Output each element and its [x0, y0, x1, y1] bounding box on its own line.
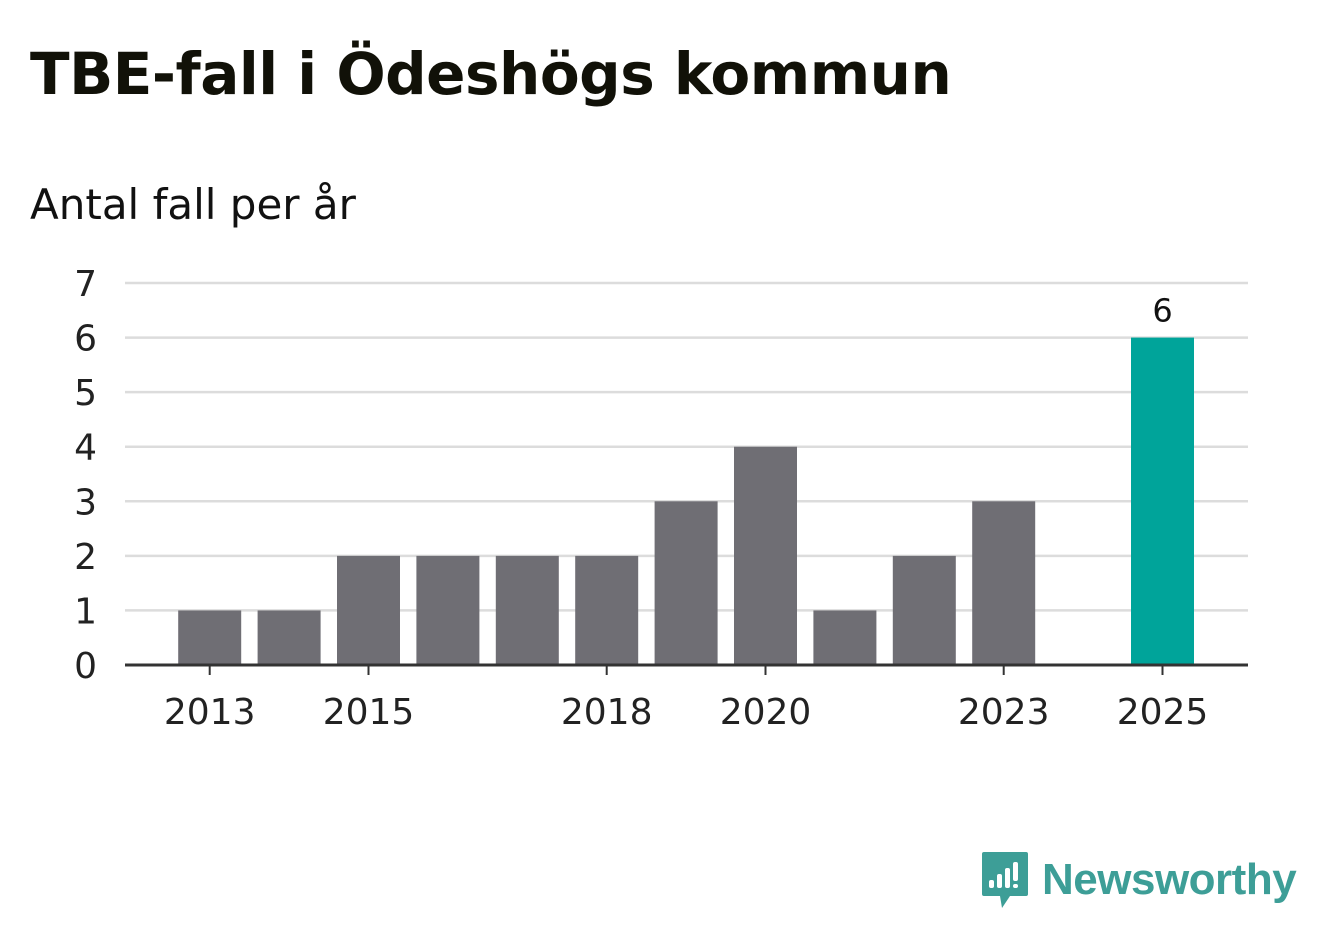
x-axis-labels: 2013 2015 2018 2020 2023 2025	[164, 692, 1208, 733]
chart-title: TBE-fall i Ödeshögs kommun	[30, 40, 952, 108]
bar-2019	[654, 501, 718, 665]
bar-2015	[337, 555, 400, 665]
x-tick-label: 2020	[720, 692, 812, 733]
bar-2021	[813, 610, 877, 665]
newsworthy-logo-icon	[982, 852, 1028, 908]
bar-2025	[1131, 337, 1194, 665]
value-labels: 6	[1152, 292, 1172, 330]
y-axis-labels: 0 1 2 3 4 5 6 7	[74, 264, 97, 687]
y-tick-label: 3	[74, 482, 97, 523]
bars	[178, 337, 1194, 665]
brand-logo: Newsworthy	[980, 850, 1297, 910]
x-tick-label: 2023	[958, 692, 1050, 733]
y-tick-label: 7	[74, 264, 97, 305]
x-tick-label: 2013	[164, 692, 256, 733]
x-tick-label: 2018	[561, 692, 653, 733]
value-label: 6	[1152, 292, 1172, 330]
bar-2020	[734, 446, 797, 665]
bar-2013	[178, 610, 242, 665]
y-tick-label: 0	[74, 646, 97, 687]
bar-2014	[257, 610, 321, 665]
bar-2022	[892, 555, 956, 665]
bar-2023	[972, 501, 1036, 665]
y-tick-label: 6	[74, 319, 97, 360]
bar-2016	[416, 555, 480, 665]
x-tick-label: 2015	[323, 692, 415, 733]
y-tick-label: 1	[74, 591, 97, 632]
bar-2018	[575, 555, 639, 665]
x-axis	[125, 663, 1248, 675]
x-tick-label: 2025	[1117, 692, 1209, 733]
y-tick-label: 5	[74, 373, 97, 414]
chart-subtitle: Antal fall per år	[30, 180, 356, 229]
brand-name: Newsworthy	[1042, 855, 1297, 904]
y-tick-label: 2	[74, 537, 97, 578]
bar-2017	[495, 555, 559, 665]
y-tick-label: 4	[74, 428, 97, 469]
